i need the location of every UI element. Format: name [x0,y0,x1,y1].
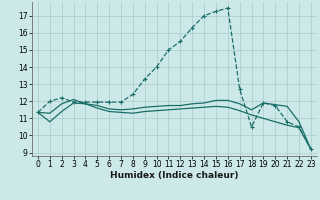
X-axis label: Humidex (Indice chaleur): Humidex (Indice chaleur) [110,171,239,180]
